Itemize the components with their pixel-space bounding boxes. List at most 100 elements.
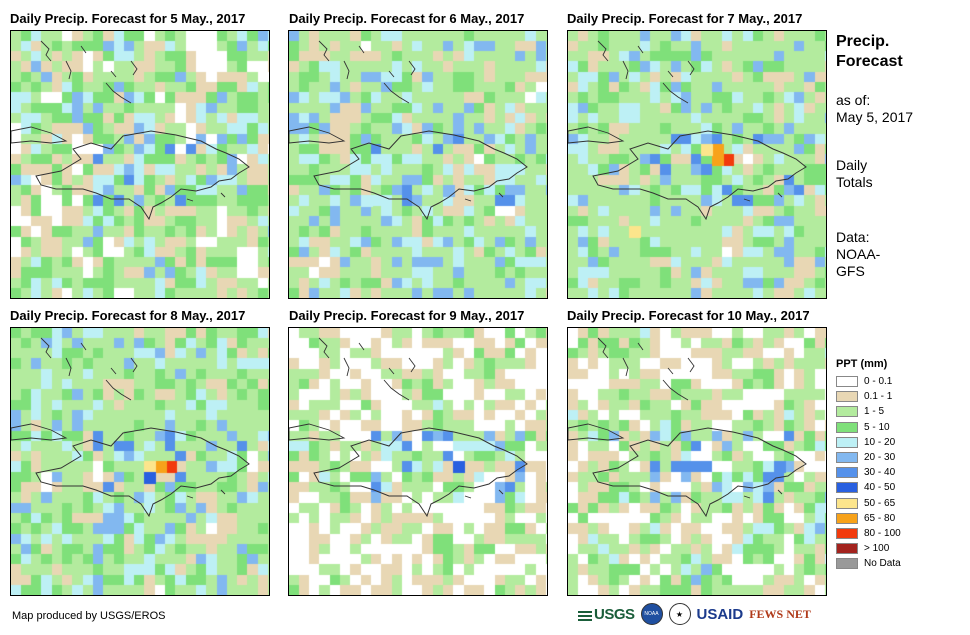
- hispaniola-coastline: [35, 427, 250, 518]
- hispaniola-coastline: [592, 130, 807, 221]
- island-coastline: [568, 126, 625, 144]
- panel-title-may8: Daily Precip. Forecast for 8 May., 2017: [10, 308, 246, 323]
- legend-item: 1 - 5: [836, 404, 901, 419]
- legend-item: 30 - 40: [836, 465, 901, 480]
- legend-rows: 0 - 0.1 0.1 - 1 1 - 5 5 - 10 10 - 20 20 - 30 3…: [836, 374, 901, 571]
- usaid-logo: USAID: [696, 605, 744, 623]
- island-coastline: [464, 192, 504, 202]
- panel-title-may6: Daily Precip. Forecast for 6 May., 2017: [289, 11, 525, 26]
- island-coastline: [11, 126, 68, 144]
- legend-swatch: [836, 467, 858, 479]
- island-coastline: [597, 337, 695, 401]
- precip-grid: [11, 31, 269, 298]
- legend-item: 65 - 80: [836, 511, 901, 526]
- legend-label: 80 - 100: [864, 527, 901, 539]
- legend-label: 50 - 65: [864, 497, 896, 509]
- island-coastline: [186, 192, 226, 202]
- hispaniola-outline: [568, 337, 807, 518]
- map-credit: Map produced by USGS/EROS: [12, 610, 166, 622]
- island-coastline: [743, 192, 783, 202]
- hispaniola-outline: [11, 337, 250, 518]
- island-coastline: [464, 489, 504, 499]
- legend-label: 20 - 30: [864, 452, 896, 464]
- map-panel-may7: [567, 30, 827, 299]
- daily-totals-label: Daily Totals: [836, 157, 873, 190]
- legend-label: 0 - 0.1: [864, 376, 893, 388]
- precip-legend: PPT (mm) 0 - 0.1 0.1 - 1 1 - 5 5 - 10 10 - 2…: [836, 358, 901, 571]
- hispaniola-coastline: [592, 427, 807, 518]
- hispaniola-coastline: [313, 427, 528, 518]
- legend-item: 5 - 10: [836, 420, 901, 435]
- hispaniola-outline: [11, 40, 250, 221]
- map-panel-may10: [567, 327, 827, 596]
- legend-swatch: [836, 512, 858, 524]
- noaa-logo: NOAA: [640, 603, 663, 625]
- hispaniola-outline: [568, 40, 807, 221]
- legend-label: 40 - 50: [864, 482, 896, 494]
- legend-swatch: [836, 406, 858, 418]
- legend-item: 0.1 - 1: [836, 389, 901, 404]
- legend-label: 0.1 - 1: [864, 391, 893, 403]
- island-coastline: [318, 337, 416, 401]
- island-coastline: [743, 489, 783, 499]
- legend-item: No Data: [836, 556, 901, 571]
- island-coastline: [40, 40, 138, 104]
- panel-title-may9: Daily Precip. Forecast for 9 May., 2017: [289, 308, 525, 323]
- legend-label: 65 - 80: [864, 512, 896, 524]
- legend-item: 0 - 0.1: [836, 374, 901, 389]
- legend-label: 5 - 10: [864, 421, 890, 433]
- map-panel-may5: [10, 30, 270, 299]
- island-coastline: [186, 489, 226, 499]
- island-coastline: [40, 337, 138, 401]
- legend-item: 80 - 100: [836, 526, 901, 541]
- legend-swatch: [836, 482, 858, 494]
- legend-title: PPT (mm): [836, 358, 888, 370]
- usaid-seal-icon: ★: [668, 603, 691, 625]
- legend-swatch: [836, 543, 858, 555]
- legend-swatch: [836, 452, 858, 464]
- precip-grid: [568, 31, 826, 298]
- legend-swatch: [836, 436, 858, 448]
- legend-swatch: [836, 376, 858, 388]
- legend-item: > 100: [836, 541, 901, 556]
- map-panel-may9: [288, 327, 548, 596]
- island-coastline: [289, 126, 346, 144]
- precip-grid: [289, 31, 547, 298]
- legend-label: > 100: [864, 543, 890, 555]
- hispaniola-coastline: [35, 130, 250, 221]
- legend-swatch: [836, 527, 858, 539]
- legend-swatch: [836, 421, 858, 433]
- side-panel: Precip. Forecast as of: May 5, 2017 Dail…: [836, 32, 966, 280]
- legend-label: 30 - 40: [864, 467, 896, 479]
- legend-label: 10 - 20: [864, 436, 896, 448]
- panel-title-may7: Daily Precip. Forecast for 7 May., 2017: [567, 11, 803, 26]
- legend-label: 1 - 5: [864, 406, 885, 418]
- island-coastline: [289, 423, 346, 441]
- precip-grid: [11, 328, 269, 595]
- fews-net-logo: FEWS NET: [749, 606, 811, 621]
- map-panel-may8: [10, 327, 270, 596]
- data-source: Data: NOAA- GFS: [836, 229, 881, 279]
- legend-swatch: [836, 391, 858, 403]
- panel-title-may5: Daily Precip. Forecast for 5 May., 2017: [10, 11, 246, 26]
- hispaniola-coastline: [313, 130, 528, 221]
- panel-title-may10: Daily Precip. Forecast for 10 May., 2017: [567, 308, 810, 323]
- island-coastline: [568, 423, 625, 441]
- legend-item: 50 - 65: [836, 496, 901, 511]
- island-coastline: [597, 40, 695, 104]
- legend-item: 10 - 20: [836, 435, 901, 450]
- side-title: Precip. Forecast: [836, 33, 903, 70]
- legend-label: No Data: [864, 558, 901, 570]
- legend-swatch: [836, 497, 858, 509]
- precip-grid: [568, 328, 826, 595]
- usgs-logo: USGS: [578, 606, 635, 623]
- legend-item: 20 - 30: [836, 450, 901, 465]
- legend-swatch: [836, 558, 858, 570]
- legend-item: 40 - 50: [836, 480, 901, 495]
- as-of-date: as of: May 5, 2017: [836, 92, 914, 125]
- hispaniola-outline: [289, 40, 528, 221]
- island-coastline: [11, 423, 68, 441]
- island-coastline: [318, 40, 416, 104]
- hispaniola-outline: [289, 337, 528, 518]
- logo-bar: USGS NOAA ★ USAID FEWS NET: [578, 600, 828, 628]
